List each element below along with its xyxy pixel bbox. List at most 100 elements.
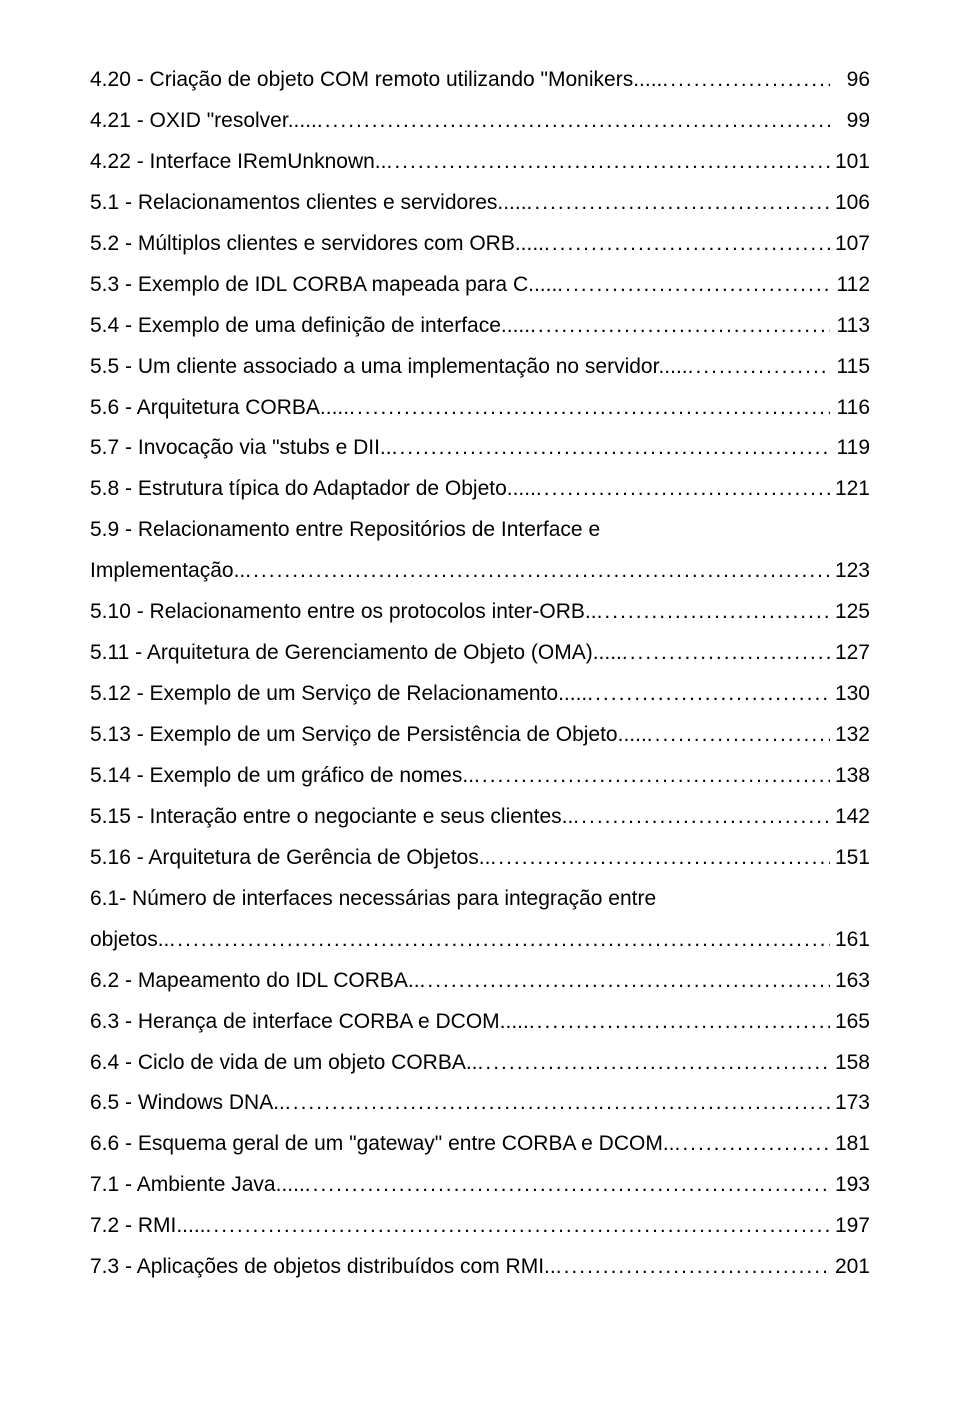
toc-entry-label: 5.12 - Exemplo de um Serviço de Relacion…	[90, 674, 593, 715]
toc-entry-label: 5.11 - Arquitetura de Gerenciamento de O…	[90, 633, 628, 674]
toc-page-number: 101	[830, 142, 870, 183]
toc-entry: 5.10 - Relacionamento entre os protocolo…	[90, 592, 870, 633]
toc-entry: 5.1 - Relacionamentos clientes e servido…	[90, 183, 870, 224]
toc-entry-label: 5.16 - Arquitetura de Gerência de Objeto…	[90, 838, 496, 879]
toc-leader-dots	[550, 224, 830, 265]
toc-leader-dots	[211, 1206, 830, 1247]
toc-entry: 5.8 - Estrutura típica do Adaptador de O…	[90, 469, 870, 510]
toc-entry-label: 5.2 - Múltiplos clientes e servidores co…	[90, 224, 550, 265]
toc-entry: Implementação... 123	[90, 551, 870, 592]
toc-entry-label: 6.5 - Windows DNA...	[90, 1083, 291, 1124]
toc-entry-label: 6.1- Número de interfaces necessárias pa…	[90, 879, 870, 920]
toc-entry: 6.3 - Herança de interface CORBA e DCOM.…	[90, 1002, 870, 1043]
toc-entry: 5.13 - Exemplo de um Serviço de Persistê…	[90, 715, 870, 756]
toc-entry: objetos... 161	[90, 920, 870, 961]
toc-page-number: 151	[830, 838, 870, 879]
toc-leader-dots	[680, 1124, 830, 1165]
toc-page-number: 181	[830, 1124, 870, 1165]
toc-entry: 4.21 - OXID "resolver......99	[90, 101, 870, 142]
toc-entry-label: 6.6 - Esquema geral de um "gateway" entr…	[90, 1124, 680, 1165]
toc-leader-dots	[693, 347, 830, 388]
toc-entry-label: 7.1 - Ambiente Java......	[90, 1165, 311, 1206]
toc-entry-label: 7.3 - Aplicações de objetos distribuídos…	[90, 1247, 562, 1288]
toc-entry-label: 6.4 - Ciclo de vida de um objeto CORBA..…	[90, 1043, 483, 1084]
toc-leader-dots	[483, 1043, 830, 1084]
toc-entry: 5.12 - Exemplo de um Serviço de Relacion…	[90, 674, 870, 715]
toc-leader-dots	[532, 183, 830, 224]
toc-entry-continuation: objetos...	[90, 920, 175, 961]
toc-page-number: 173	[830, 1083, 870, 1124]
toc-leader-dots	[311, 1165, 830, 1206]
toc-entry: 5.7 - Invocação via "stubs e DII...119	[90, 428, 870, 469]
toc-page-number: 113	[830, 306, 870, 347]
toc-page-number: 197	[830, 1206, 870, 1247]
toc-entry-continuation: Implementação...	[90, 551, 251, 592]
toc-leader-dots	[563, 265, 830, 306]
toc-entry-label: 5.13 - Exemplo de um Serviço de Persistê…	[90, 715, 653, 756]
toc-leader-dots	[291, 1083, 830, 1124]
toc-page-number: 158	[830, 1043, 870, 1084]
toc-entry-label: 5.10 - Relacionamento entre os protocolo…	[90, 592, 602, 633]
toc-leader-dots	[535, 1002, 830, 1043]
toc-entry: 6.6 - Esquema geral de um "gateway" entr…	[90, 1124, 870, 1165]
toc-entry: 7.1 - Ambiente Java...... 193	[90, 1165, 870, 1206]
toc-page-number: 130	[830, 674, 870, 715]
toc-page-number: 161	[830, 920, 870, 961]
toc-page-number: 112	[830, 265, 870, 306]
toc-entry-label: 5.15 - Interação entre o negociante e se…	[90, 797, 579, 838]
toc-entry: 5.3 - Exemplo de IDL CORBA mapeada para …	[90, 265, 870, 306]
toc-entry-label: 5.9 - Relacionamento entre Repositórios …	[90, 510, 870, 551]
toc-leader-dots	[480, 756, 830, 797]
toc-entry: 6.2 - Mapeamento do IDL CORBA... 163	[90, 961, 870, 1002]
toc-page-number: 115	[830, 347, 870, 388]
toc-page-number: 123	[830, 551, 870, 592]
toc-entry: 5.5 - Um cliente associado a uma impleme…	[90, 347, 870, 388]
toc-page-number: 106	[830, 183, 870, 224]
toc-page-number: 193	[830, 1165, 870, 1206]
toc-leader-dots	[602, 592, 830, 633]
toc-entry: 7.2 - RMI...... 197	[90, 1206, 870, 1247]
toc-entry-label: 5.4 - Exemplo de uma definição de interf…	[90, 306, 536, 347]
toc-page-number: 163	[830, 961, 870, 1002]
toc-entry: 5.16 - Arquitetura de Gerência de Objeto…	[90, 838, 870, 879]
toc-entry: 5.14 - Exemplo de um gráfico de nomes...…	[90, 756, 870, 797]
toc-page-number: 125	[830, 592, 870, 633]
toc-leader-dots	[628, 633, 830, 674]
toc-leader-dots	[397, 428, 830, 469]
toc-page-number: 121	[830, 469, 870, 510]
toc-entry: 7.3 - Aplicações de objetos distribuídos…	[90, 1247, 870, 1288]
toc-page-number: 138	[830, 756, 870, 797]
toc-page-number: 201	[830, 1247, 870, 1288]
toc-entry-label: 5.3 - Exemplo de IDL CORBA mapeada para …	[90, 265, 563, 306]
toc-leader-dots	[562, 1247, 830, 1288]
toc-entry: 5.2 - Múltiplos clientes e servidores co…	[90, 224, 870, 265]
toc-page-number: 107	[830, 224, 870, 265]
toc-leader-dots	[251, 551, 830, 592]
toc-page-number: 132	[830, 715, 870, 756]
toc-leader-dots	[579, 797, 830, 838]
toc-page-number: 116	[830, 388, 870, 429]
toc-leader-dots	[425, 961, 830, 1002]
toc-entry-label: 5.14 - Exemplo de um gráfico de nomes...	[90, 756, 480, 797]
toc-entry: 6.4 - Ciclo de vida de um objeto CORBA..…	[90, 1043, 870, 1084]
toc-leader-dots	[496, 838, 830, 879]
toc-leader-dots	[536, 306, 830, 347]
toc-entry-label: 6.3 - Herança de interface CORBA e DCOM.…	[90, 1002, 535, 1043]
toc-page-number: 127	[830, 633, 870, 674]
toc-leader-dots	[542, 469, 830, 510]
toc-entry: 5.15 - Interação entre o negociante e se…	[90, 797, 870, 838]
toc-leader-dots	[653, 715, 830, 756]
toc-leader-dots	[668, 60, 830, 101]
toc-entry-label: 7.2 - RMI......	[90, 1206, 211, 1247]
toc-leader-dots	[355, 388, 830, 429]
toc-entry-label: 4.22 - Interface IRemUnknown...	[90, 142, 392, 183]
toc-entry-label: 5.1 - Relacionamentos clientes e servido…	[90, 183, 532, 224]
toc-leader-dots	[593, 674, 830, 715]
toc-leader-dots	[323, 101, 830, 142]
toc-entry-label: 5.8 - Estrutura típica do Adaptador de O…	[90, 469, 542, 510]
toc-entry-label: 4.20 - Criação de objeto COM remoto util…	[90, 60, 668, 101]
toc-entry: 5.11 - Arquitetura de Gerenciamento de O…	[90, 633, 870, 674]
toc-entry: 4.22 - Interface IRemUnknown... 101	[90, 142, 870, 183]
toc-entry: 4.20 - Criação de objeto COM remoto util…	[90, 60, 870, 101]
toc-page-number: 165	[830, 1002, 870, 1043]
